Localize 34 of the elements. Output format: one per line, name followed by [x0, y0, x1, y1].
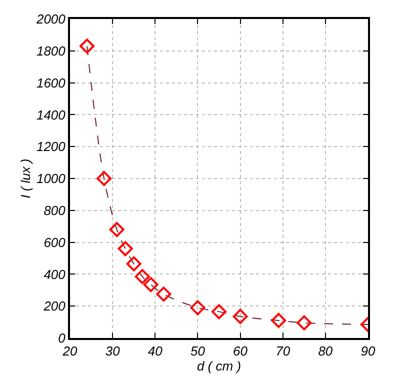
point [296, 315, 312, 330]
y-tick-label: 600 [44, 234, 66, 250]
y-tick-label: 1000 [36, 171, 66, 186]
x-tick-label: 90 [360, 344, 376, 359]
x-tick-label: 70 [276, 344, 291, 359]
x-axis-title: d ( cm ) [196, 358, 242, 374]
point [96, 171, 112, 186]
x-tick-label: 20 [62, 344, 78, 359]
x-tick-label: 40 [148, 344, 164, 359]
point [134, 269, 150, 284]
point [80, 38, 95, 54]
point [118, 241, 133, 256]
point [271, 312, 286, 328]
y-tick-label: 200 [42, 298, 66, 314]
point [109, 222, 124, 238]
x-tick-label: 80 [318, 344, 334, 359]
x-tick-label: 50 [190, 344, 206, 359]
y-tick-label: 800 [44, 202, 66, 218]
y-tick-label: 1600 [36, 75, 66, 90]
point [143, 277, 158, 292]
point [232, 308, 248, 324]
point [212, 304, 226, 320]
y-tick-label: 400 [44, 266, 66, 282]
point [156, 286, 172, 302]
y-tick-label: 2000 [35, 12, 66, 27]
x-tick-label: 60 [233, 344, 248, 359]
y-axis-title: I ( lux ) [18, 158, 33, 198]
y-tick-label: 1800 [36, 43, 66, 58]
point [190, 300, 206, 316]
x-tick-label: 30 [105, 344, 121, 359]
y-tick-label: 1200 [36, 139, 66, 154]
y-tick-label: 0 [58, 330, 66, 346]
y-tick-label: 1400 [36, 107, 66, 122]
point [126, 256, 142, 272]
